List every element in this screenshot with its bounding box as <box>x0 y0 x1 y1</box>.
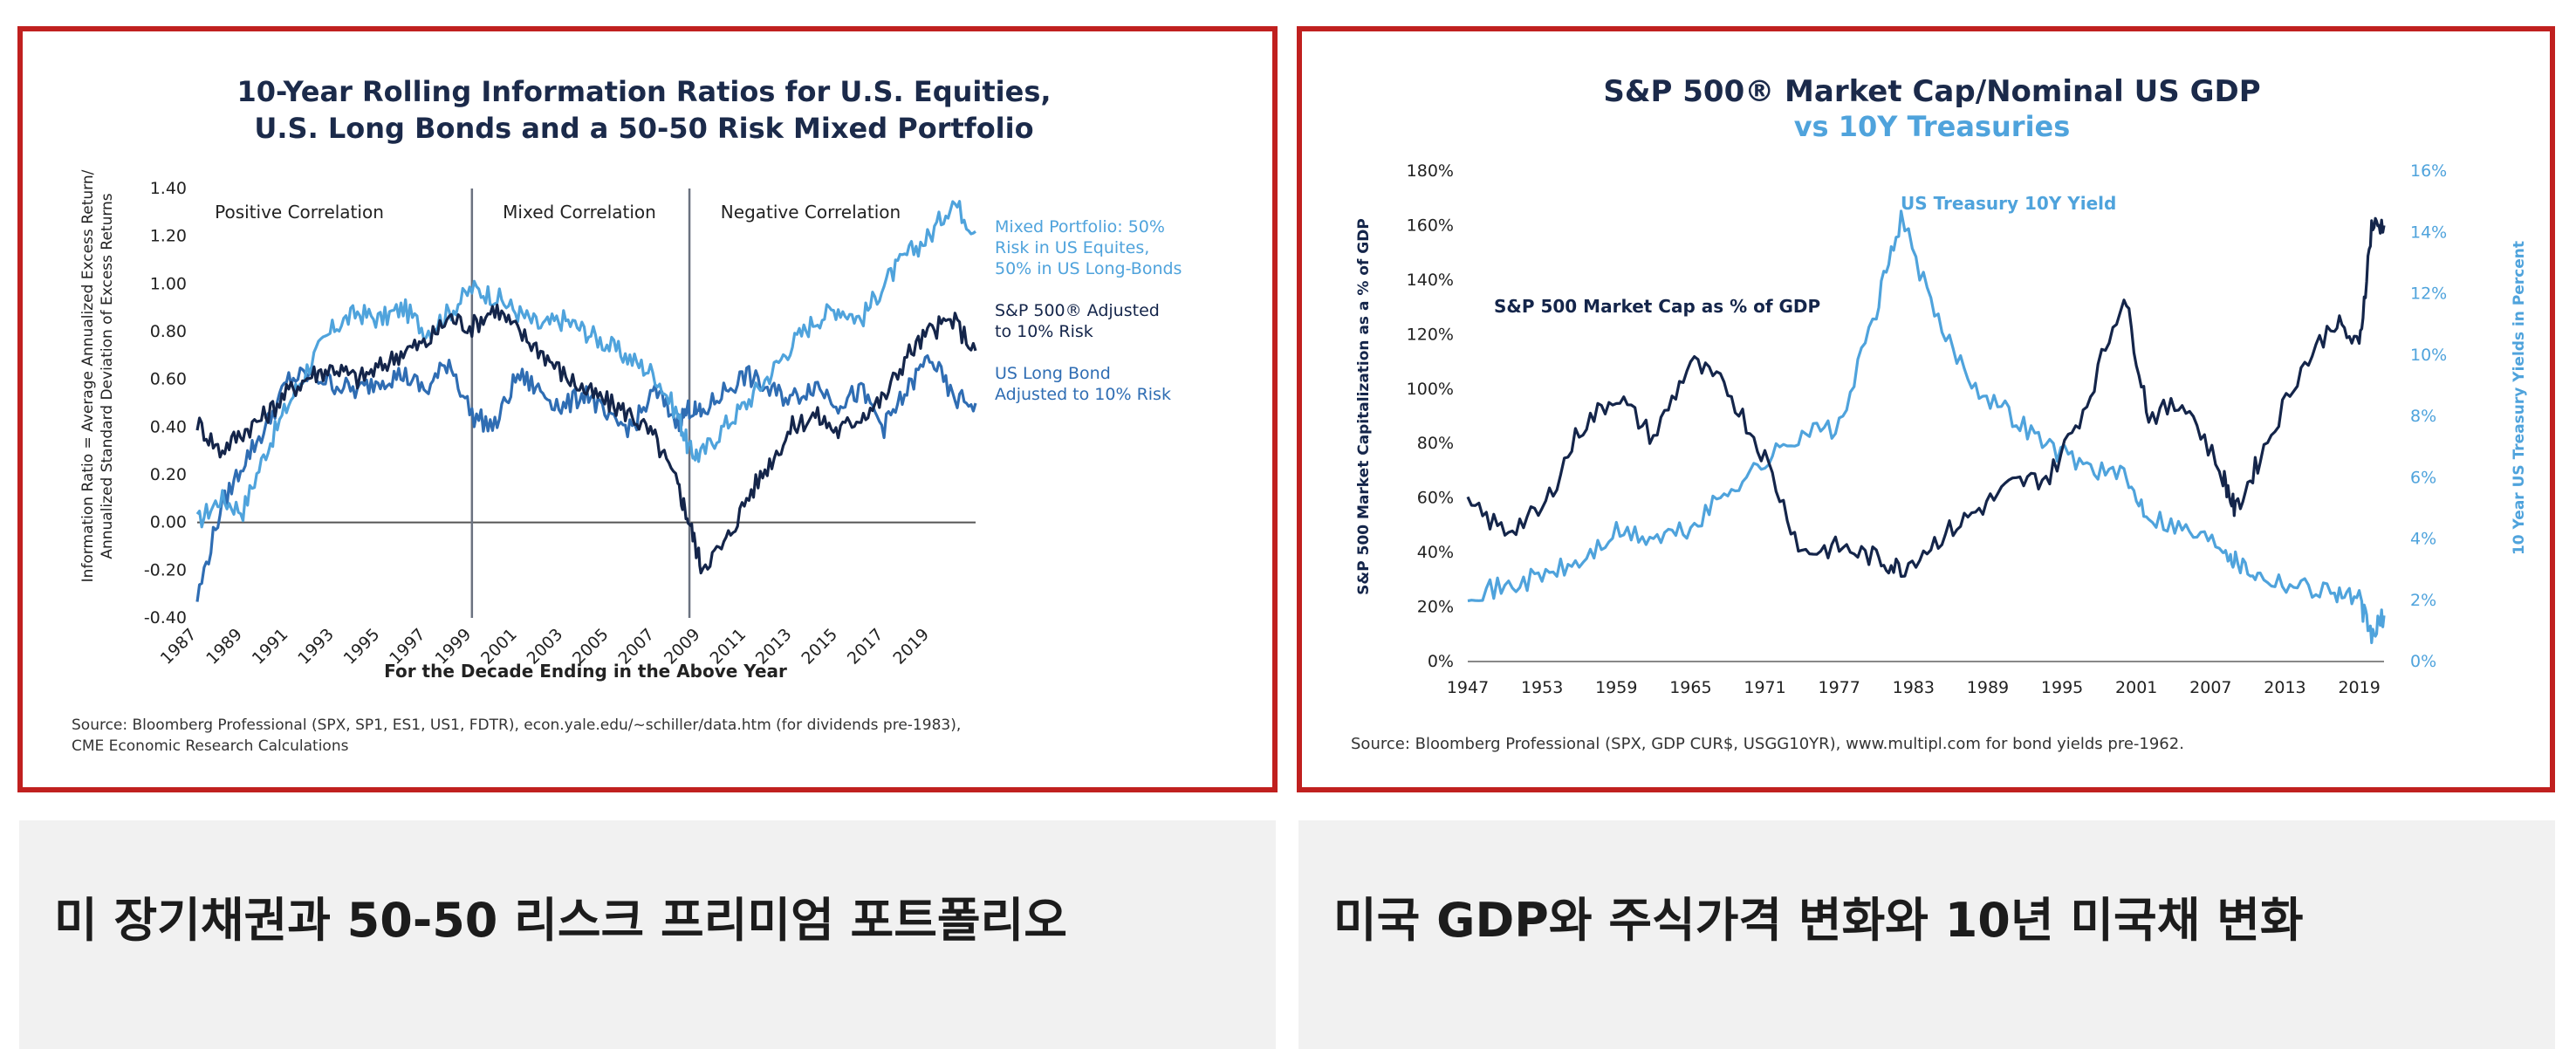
legend-mixed-line3: 50% in US Long-Bonds <box>995 259 1182 278</box>
left-chart-title-line1: 10-Year Rolling Information Ratios for U… <box>236 75 1051 108</box>
right-x-tick-label: 1959 <box>1595 678 1637 697</box>
left-x-tick-label: 2015 <box>798 625 841 668</box>
right-y-tick-label: 100% <box>1407 380 1454 399</box>
caption-box-left: 미 장기채권과 50-50 리스크 프리미엄 포트폴리오 <box>19 820 1276 1049</box>
right-y-tick-label: 120% <box>1407 325 1454 344</box>
right-y-tick-label: 0% <box>1428 652 1454 671</box>
right-y2-tick-label: 16% <box>2410 161 2447 181</box>
left-y-axis-label-line2: Annualized Standard Deviation of Excess … <box>99 193 116 559</box>
right-y-tick-label: 140% <box>1407 271 1454 290</box>
mixed-portfolio-line <box>195 200 976 529</box>
left-x-tick-label: 2017 <box>844 625 887 668</box>
right-y2-tick-label: 14% <box>2410 223 2447 242</box>
left-y-tick-label: 0.20 <box>150 465 187 484</box>
region-label-negative: Negative Correlation <box>721 202 901 223</box>
right-y-tick-label: 80% <box>1417 434 1454 453</box>
caption-box-right: 미국 GDP와 주식가격 변화와 10년 미국채 변화 <box>1298 820 2555 1049</box>
right-y2-tick-label: 6% <box>2410 468 2436 487</box>
right-x-tick-label: 1983 <box>1893 678 1935 697</box>
left-x-tick-label: 1991 <box>249 625 292 668</box>
right-chart: S&P 500® Market Cap/Nominal US GDP vs 10… <box>1351 74 2528 753</box>
right-y-tick-label: 60% <box>1417 489 1454 508</box>
right-chart-frame: S&P 500® Market Cap/Nominal US GDP vs 10… <box>1297 26 2555 792</box>
left-x-axis-label: For the Decade Ending in the Above Year <box>384 661 787 682</box>
left-source-line1: Source: Bloomberg Professional (SPX, SP1… <box>72 716 961 734</box>
left-chart-title-line2: U.S. Long Bonds and a 50-50 Risk Mixed P… <box>254 112 1033 145</box>
treasury-yield-line <box>1467 209 2386 645</box>
right-y2-tick-label: 12% <box>2410 285 2447 304</box>
legend-mixed-line2: Risk in US Equites, <box>995 238 1149 257</box>
right-y2-tick-label: 4% <box>2410 530 2436 549</box>
right-x-tick-label: 1989 <box>1967 678 2009 697</box>
right-x-tick-label: 1953 <box>1521 678 1563 697</box>
left-chart: 10-Year Rolling Information Ratios for U… <box>72 75 1182 755</box>
right-x-tick-label: 2013 <box>2264 678 2305 697</box>
right-x-tick-label: 1977 <box>1818 678 1860 697</box>
legend-bond-line1: US Long Bond <box>995 364 1111 383</box>
left-y-tick-label: 0.80 <box>150 322 187 341</box>
legend-bond-line2: Adjusted to 10% Risk <box>995 385 1171 404</box>
left-y-tick-label: -0.40 <box>144 608 187 627</box>
sp500-line <box>195 303 977 575</box>
right-y2-tick-label: 2% <box>2410 591 2436 610</box>
right-x-tick-label: 1995 <box>2041 678 2083 697</box>
left-source-line2: CME Economic Research Calculations <box>72 737 349 755</box>
right-x-tick-label: 2019 <box>2338 678 2380 697</box>
left-x-tick-label: 1995 <box>340 625 384 668</box>
right-y-tick-label: 20% <box>1417 598 1454 617</box>
right-x-tick-label: 2007 <box>2189 678 2231 697</box>
left-y-tick-label: -0.20 <box>144 560 187 579</box>
left-y-tick-label: 1.20 <box>150 227 187 246</box>
left-y-tick-label: 0.60 <box>150 370 187 389</box>
legend-mixed-line1: Mixed Portfolio: 50% <box>995 217 1165 237</box>
caption-left: 미 장기채권과 50-50 리스크 프리미엄 포트폴리오 <box>54 893 1067 948</box>
region-label-positive: Positive Correlation <box>215 202 384 223</box>
left-y-axis-label-line1: Information Ratio = Average Annualized E… <box>79 169 97 582</box>
left-y-tick-label: 1.40 <box>150 179 187 198</box>
left-x-tick-label: 1987 <box>157 625 201 668</box>
right-y-tick-label: 40% <box>1417 543 1454 562</box>
right-x-tick-label: 1965 <box>1669 678 1711 697</box>
right-chart-title-line1: S&P 500® Market Cap/Nominal US GDP <box>1603 74 2260 109</box>
left-y-tick-label: 0.40 <box>150 417 187 436</box>
right-x-tick-label: 1971 <box>1744 678 1785 697</box>
left-chart-frame: 10-Year Rolling Information Ratios for U… <box>17 26 1278 792</box>
region-label-mixed: Mixed Correlation <box>503 202 656 223</box>
right-y2-tick-label: 0% <box>2410 652 2436 671</box>
right-y2-axis-label: 10 Year US Treasury Yields in Percent <box>2511 241 2528 555</box>
right-y-tick-label: 180% <box>1407 161 1454 181</box>
right-x-tick-label: 2001 <box>2115 678 2157 697</box>
legend-sp500-line2: to 10% Risk <box>995 322 1093 341</box>
caption-right: 미국 GDP와 주식가격 변화와 10년 미국채 변화 <box>1333 893 2304 948</box>
right-source: Source: Bloomberg Professional (SPX, GDP… <box>1351 735 2184 753</box>
right-x-tick-label: 1947 <box>1447 678 1489 697</box>
left-x-tick-label: 2019 <box>889 625 933 668</box>
right-chart-title-line2: vs 10Y Treasuries <box>1794 110 2071 143</box>
legend-sp500-line1: S&P 500® Adjusted <box>995 301 1160 320</box>
right-y2-tick-label: 10% <box>2410 346 2447 365</box>
label-sp500-series: S&P 500 Market Cap as % of GDP <box>1494 296 1820 317</box>
right-y-axis-label: S&P 500 Market Capitalization as a % of … <box>1355 218 1373 595</box>
left-x-tick-label: 1993 <box>294 625 338 668</box>
left-y-tick-label: 0.00 <box>150 513 187 532</box>
label-treasury-series: US Treasury 10Y Yield <box>1901 193 2116 214</box>
sp500-market-cap-line <box>1466 216 2386 579</box>
right-y2-tick-label: 8% <box>2410 407 2436 426</box>
left-y-tick-label: 1.00 <box>150 274 187 293</box>
left-x-tick-label: 1989 <box>202 625 246 668</box>
right-y-tick-label: 160% <box>1407 216 1454 235</box>
